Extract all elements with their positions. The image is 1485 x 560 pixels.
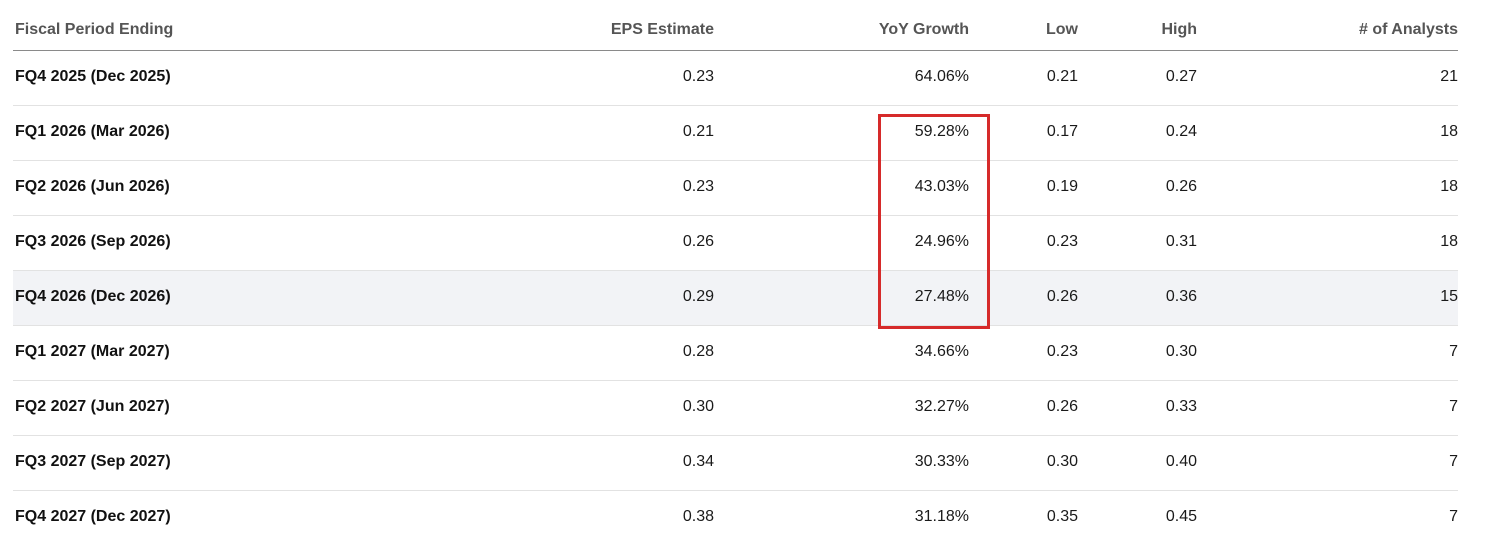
cell-low: 0.17 (1046, 123, 1078, 140)
cell-fiscal-period: FQ2 2027 (Jun 2027) (15, 398, 170, 415)
cell-yoy-growth: 59.28% (914, 123, 969, 140)
table-row: FQ1 2026 (Mar 2026) 0.21 59.28% 0.17 0.2… (13, 106, 1458, 161)
cell-analysts: 18 (1440, 178, 1458, 195)
cell-fiscal-period: FQ1 2026 (Mar 2026) (15, 123, 170, 140)
cell-analysts: 21 (1440, 68, 1458, 85)
cell-analysts: 18 (1440, 233, 1458, 250)
cell-high: 0.31 (1165, 233, 1197, 250)
table-header-row: Fiscal Period Ending EPS Estimate YoY Gr… (13, 0, 1458, 51)
cell-fiscal-period: FQ4 2027 (Dec 2027) (15, 508, 171, 525)
cell-eps-estimate: 0.23 (682, 68, 714, 85)
cell-analysts: 18 (1440, 123, 1458, 140)
cell-high: 0.30 (1165, 343, 1197, 360)
table-row: FQ3 2026 (Sep 2026) 0.26 24.96% 0.23 0.3… (13, 216, 1458, 271)
table-row: FQ1 2027 (Mar 2027) 0.28 34.66% 0.23 0.3… (13, 326, 1458, 381)
cell-high: 0.36 (1165, 288, 1197, 305)
cell-analysts: 15 (1440, 288, 1458, 305)
cell-eps-estimate: 0.30 (682, 398, 714, 415)
cell-yoy-growth: 64.06% (914, 68, 969, 85)
cell-eps-estimate: 0.23 (682, 178, 714, 195)
cell-eps-estimate: 0.26 (682, 233, 714, 250)
cell-yoy-growth: 34.66% (914, 343, 969, 360)
cell-eps-estimate: 0.28 (682, 343, 714, 360)
header-yoy-growth[interactable]: YoY Growth (878, 21, 969, 38)
table-row: FQ2 2026 (Jun 2026) 0.23 43.03% 0.19 0.2… (13, 161, 1458, 216)
cell-analysts: 7 (1449, 453, 1458, 470)
cell-eps-estimate: 0.21 (682, 123, 714, 140)
header-low[interactable]: Low (1046, 21, 1078, 38)
cell-eps-estimate: 0.34 (682, 453, 714, 470)
cell-fiscal-period: FQ3 2027 (Sep 2027) (15, 453, 171, 470)
cell-low: 0.21 (1046, 68, 1078, 85)
cell-fiscal-period: FQ2 2026 (Jun 2026) (15, 178, 170, 195)
table-row: FQ3 2027 (Sep 2027) 0.34 30.33% 0.30 0.4… (13, 436, 1458, 491)
cell-low: 0.26 (1046, 398, 1078, 415)
cell-high: 0.45 (1165, 508, 1197, 525)
cell-fiscal-period: FQ3 2026 (Sep 2026) (15, 233, 171, 250)
cell-yoy-growth: 32.27% (914, 398, 969, 415)
cell-yoy-growth: 27.48% (914, 288, 969, 305)
table-row: FQ4 2025 (Dec 2025) 0.23 64.06% 0.21 0.2… (13, 51, 1458, 106)
cell-high: 0.26 (1165, 178, 1197, 195)
table-row-hovered: FQ4 2026 (Dec 2026) 0.29 27.48% 0.26 0.3… (13, 271, 1458, 326)
cell-analysts: 7 (1449, 343, 1458, 360)
cell-high: 0.24 (1165, 123, 1197, 140)
cell-low: 0.23 (1046, 343, 1078, 360)
cell-analysts: 7 (1449, 398, 1458, 415)
cell-low: 0.30 (1046, 453, 1078, 470)
cell-low: 0.26 (1046, 288, 1078, 305)
eps-estimates-table: Fiscal Period Ending EPS Estimate YoY Gr… (13, 0, 1458, 545)
header-fiscal-period[interactable]: Fiscal Period Ending (15, 21, 174, 38)
header-analysts[interactable]: # of Analysts (1359, 21, 1458, 38)
cell-eps-estimate: 0.29 (682, 288, 714, 305)
table-row: FQ4 2027 (Dec 2027) 0.38 31.18% 0.35 0.4… (13, 491, 1458, 545)
cell-yoy-growth: 43.03% (914, 178, 969, 195)
cell-yoy-growth: 24.96% (914, 233, 969, 250)
cell-yoy-growth: 30.33% (914, 453, 969, 470)
cell-low: 0.19 (1046, 178, 1078, 195)
cell-high: 0.27 (1165, 68, 1197, 85)
cell-low: 0.23 (1046, 233, 1078, 250)
header-high[interactable]: High (1161, 21, 1197, 38)
cell-low: 0.35 (1046, 508, 1078, 525)
cell-high: 0.33 (1165, 398, 1197, 415)
cell-fiscal-period: FQ4 2026 (Dec 2026) (15, 288, 171, 305)
cell-yoy-growth: 31.18% (914, 508, 969, 525)
table-row: FQ2 2027 (Jun 2027) 0.30 32.27% 0.26 0.3… (13, 381, 1458, 436)
cell-fiscal-period: FQ1 2027 (Mar 2027) (15, 343, 170, 360)
cell-eps-estimate: 0.38 (682, 508, 714, 525)
cell-fiscal-period: FQ4 2025 (Dec 2025) (15, 68, 171, 85)
header-eps-estimate[interactable]: EPS Estimate (610, 21, 714, 38)
cell-analysts: 7 (1449, 508, 1458, 525)
cell-high: 0.40 (1165, 453, 1197, 470)
